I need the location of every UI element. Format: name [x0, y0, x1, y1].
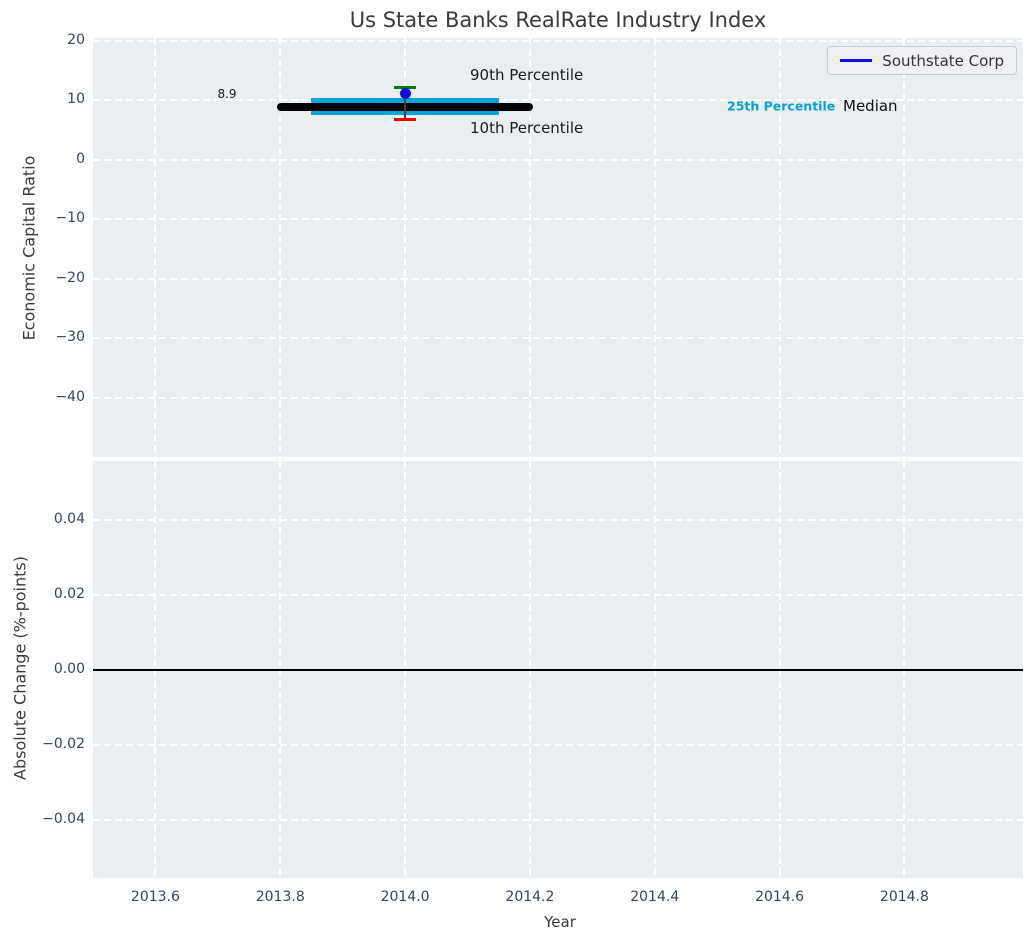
gridline-x-2014.6: [778, 38, 781, 457]
annotation-25th-percentile: 25th Percentile: [727, 98, 836, 114]
y-tick-label: −10: [55, 210, 85, 227]
x-tick-label: 2014.4: [630, 889, 680, 905]
gridline-y--0.04: [93, 818, 1023, 821]
gridline-y-0.02: [93, 593, 1023, 596]
gridline-x-2013.6: [154, 38, 157, 457]
axes-economic-capital-ratio: Southstate Corp 8.9 90th Percentile 10th P…: [93, 38, 1023, 457]
x-tick-label: 2013.6: [130, 889, 180, 905]
gridline-x-2013.8: [279, 38, 282, 457]
gridline-y--30: [93, 337, 1023, 340]
y-tick-label: 0.02: [53, 585, 85, 602]
gridline-y--40: [93, 396, 1023, 399]
zero-line: [93, 668, 1023, 671]
gridline-x-2014.4: [653, 38, 656, 457]
p10-cap: [394, 118, 417, 122]
annotation-10th-percentile: 10th Percentile: [470, 119, 584, 137]
whisker-line: [404, 86, 407, 120]
y-tick-label: 0.04: [53, 510, 85, 527]
gridline-x-2014: [404, 38, 407, 457]
gridline-y-0: [93, 158, 1023, 161]
legend-label: Southstate Corp: [882, 51, 1004, 70]
annotation-8-9: 8.9: [217, 87, 237, 101]
chart-title: Us State Banks RealRate Industry Index: [349, 8, 767, 32]
gridline-y--20: [93, 277, 1023, 280]
x-tick-label: 2014.8: [879, 889, 929, 905]
axes-absolute-change: [93, 461, 1023, 878]
y-tick-label: −30: [55, 329, 85, 346]
legend: Southstate Corp: [827, 46, 1017, 75]
y-axis-label-top: Economic Capital Ratio: [19, 155, 39, 341]
y-tick-label: 10: [67, 91, 85, 108]
y-tick-label: −0.02: [42, 735, 85, 752]
gridline-y-10: [93, 99, 1023, 102]
gridline-y-20: [93, 39, 1023, 42]
company-point-southstate-corp: [399, 87, 411, 99]
x-tick-label: 2014.0: [380, 889, 430, 905]
x-tick-label: 2013.8: [255, 889, 305, 905]
gridline-y-0.04: [93, 518, 1023, 521]
gridline-x-2014.2: [528, 38, 531, 457]
y-tick-label: −20: [55, 269, 85, 286]
p90-cap: [394, 85, 417, 89]
gridline-y--10: [93, 218, 1023, 221]
x-tick-label: 2014.2: [505, 889, 555, 905]
y-tick-label: −40: [55, 388, 85, 405]
x-tick-label: 2014.6: [755, 889, 805, 905]
x-axis-label: Year: [544, 913, 576, 931]
gridline-y--0.02: [93, 743, 1023, 746]
y-tick-label: −0.04: [42, 810, 85, 827]
annotation-median: Median: [843, 97, 898, 115]
legend-line-sample: [840, 59, 873, 62]
annotation-90th-percentile: 90th Percentile: [470, 66, 584, 84]
y-tick-label: 0.00: [53, 660, 85, 677]
y-tick-label: 20: [67, 31, 85, 48]
gridline-x-2014.8: [903, 38, 906, 457]
y-tick-label: 0: [76, 150, 85, 167]
